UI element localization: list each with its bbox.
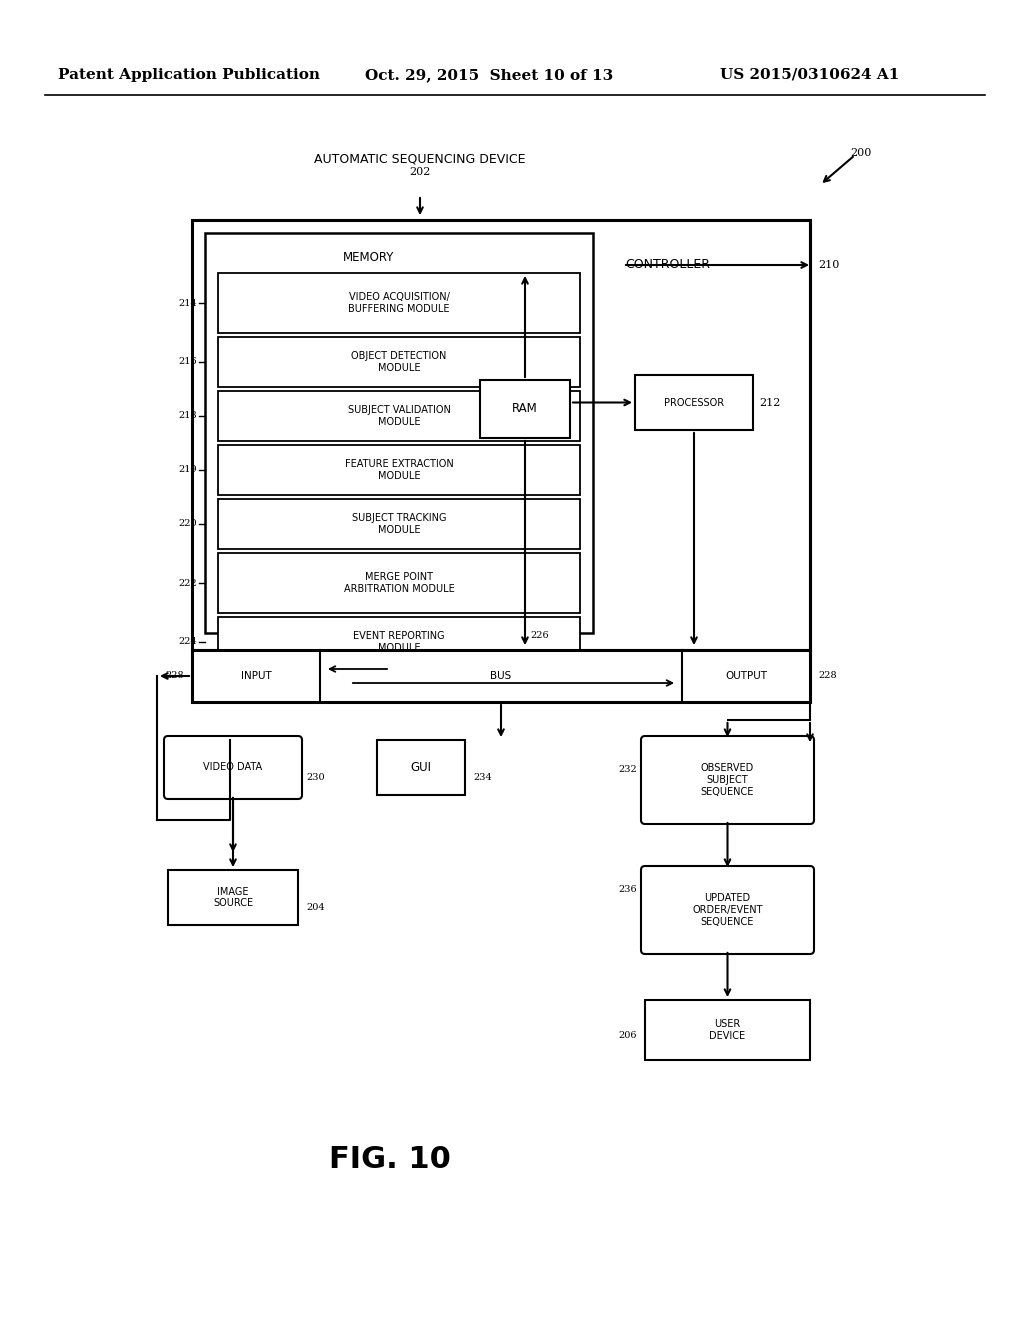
Bar: [193, 649, 810, 702]
Text: MERGE POINT
ARBITRATION MODULE: MERGE POINT ARBITRATION MODULE: [344, 572, 455, 594]
Text: 218: 218: [178, 412, 197, 421]
Text: OUTPUT: OUTPUT: [725, 671, 767, 681]
Bar: [218, 445, 580, 495]
Text: SUBJECT VALIDATION
MODULE: SUBJECT VALIDATION MODULE: [347, 405, 451, 428]
Text: 220: 220: [178, 520, 197, 528]
Text: 228: 228: [165, 672, 184, 681]
Text: EVENT REPORTING
MODULE: EVENT REPORTING MODULE: [353, 631, 444, 653]
Text: 214: 214: [178, 298, 197, 308]
Text: FEATURE EXTRACTION
MODULE: FEATURE EXTRACTION MODULE: [345, 459, 454, 482]
Bar: [218, 337, 580, 387]
Bar: [218, 273, 580, 333]
FancyBboxPatch shape: [641, 866, 814, 954]
Text: GUI: GUI: [411, 762, 431, 774]
Text: Patent Application Publication: Patent Application Publication: [58, 69, 319, 82]
Text: PROCESSOR: PROCESSOR: [664, 397, 724, 408]
FancyBboxPatch shape: [641, 737, 814, 824]
Text: FIG. 10: FIG. 10: [329, 1146, 451, 1175]
Bar: [218, 553, 580, 612]
Text: INPUT: INPUT: [241, 671, 271, 681]
Bar: [218, 391, 580, 441]
Text: SUBJECT TRACKING
MODULE: SUBJECT TRACKING MODULE: [352, 512, 446, 535]
Text: 219: 219: [178, 466, 197, 474]
Bar: [645, 1001, 810, 1060]
Text: AUTOMATIC SEQUENCING DEVICE: AUTOMATIC SEQUENCING DEVICE: [314, 152, 525, 165]
Bar: [205, 234, 593, 634]
Text: Oct. 29, 2015  Sheet 10 of 13: Oct. 29, 2015 Sheet 10 of 13: [365, 69, 613, 82]
Text: 222: 222: [178, 578, 197, 587]
Bar: [168, 870, 298, 925]
Text: BUS: BUS: [490, 671, 512, 681]
Text: 224: 224: [178, 638, 197, 647]
Text: 216: 216: [178, 358, 197, 367]
Bar: [480, 380, 570, 438]
Text: 200: 200: [850, 148, 871, 158]
Text: VIDEO ACQUISITION/
BUFFERING MODULE: VIDEO ACQUISITION/ BUFFERING MODULE: [348, 292, 450, 314]
Text: 206: 206: [618, 1031, 637, 1040]
Bar: [193, 220, 810, 649]
Bar: [377, 741, 465, 795]
Text: OBSERVED
SUBJECT
SEQUENCE: OBSERVED SUBJECT SEQUENCE: [700, 763, 755, 797]
Text: USER
DEVICE: USER DEVICE: [710, 1019, 745, 1040]
Text: UPDATED
ORDER/EVENT
SEQUENCE: UPDATED ORDER/EVENT SEQUENCE: [692, 892, 763, 928]
Text: 232: 232: [618, 766, 637, 775]
FancyBboxPatch shape: [164, 737, 302, 799]
Text: 202: 202: [410, 168, 431, 177]
Text: RAM: RAM: [512, 403, 538, 416]
Text: MEMORY: MEMORY: [343, 251, 394, 264]
Text: 226: 226: [530, 631, 549, 640]
Text: 204: 204: [306, 903, 325, 912]
Text: 236: 236: [618, 886, 637, 895]
Text: VIDEO DATA: VIDEO DATA: [204, 763, 262, 772]
Bar: [218, 499, 580, 549]
Bar: [635, 375, 753, 430]
Text: 212: 212: [759, 397, 780, 408]
Bar: [218, 616, 580, 667]
Text: IMAGE
SOURCE: IMAGE SOURCE: [213, 887, 253, 908]
Text: CONTROLLER: CONTROLLER: [625, 259, 710, 272]
Text: OBJECT DETECTION
MODULE: OBJECT DETECTION MODULE: [351, 351, 446, 374]
Text: 210: 210: [818, 260, 840, 271]
Text: 234: 234: [473, 774, 492, 781]
Text: US 2015/0310624 A1: US 2015/0310624 A1: [720, 69, 899, 82]
Text: 228: 228: [818, 672, 837, 681]
Text: 230: 230: [306, 774, 325, 781]
